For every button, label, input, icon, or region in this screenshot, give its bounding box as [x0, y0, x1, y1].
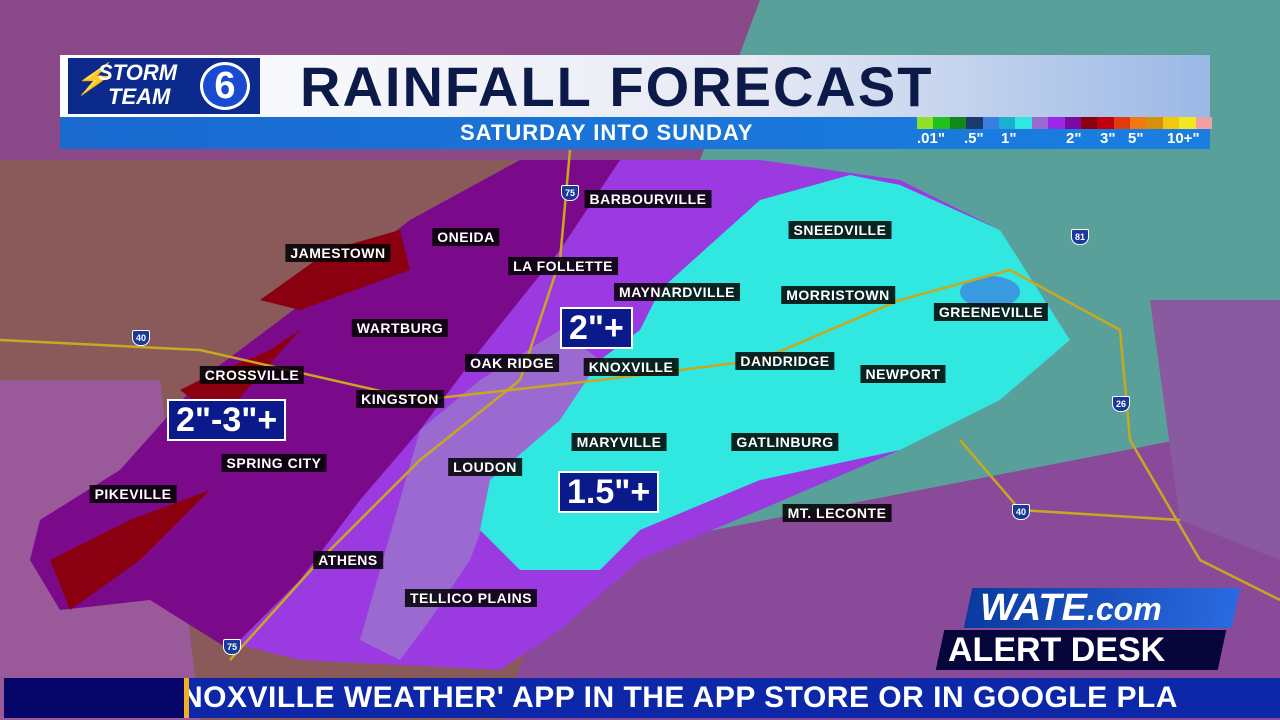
legend-swatch: [982, 117, 999, 129]
wate-com-text: .com: [1086, 591, 1162, 627]
amount-label: 1.5"+: [558, 471, 660, 513]
city-label: MARYVILLE: [571, 433, 667, 451]
legend-label: .01": [917, 130, 945, 147]
city-label: KNOXVILLE: [583, 358, 679, 376]
legend-swatch: [933, 117, 950, 129]
city-label: GREENEVILLE: [933, 303, 1049, 321]
ticker-label-block: [4, 678, 184, 718]
city-label: MT. LECONTE: [782, 504, 892, 522]
city-label: MAYNARDVILLE: [614, 283, 740, 301]
legend-swatch: [1162, 117, 1180, 129]
interstate-shield: 40: [132, 330, 150, 346]
city-label: BARBOURVILLE: [584, 190, 712, 208]
interstate-shield: 40: [1012, 504, 1030, 520]
amount-label: 2"-3"+: [167, 399, 287, 441]
interstate-shield: 26: [1112, 396, 1130, 412]
city-label: SPRING CITY: [221, 454, 327, 472]
amount-label: 2"+: [560, 307, 633, 349]
legend-swatch: [917, 117, 934, 129]
city-label: PIKEVILLE: [89, 485, 177, 503]
legend-swatch: [1031, 117, 1049, 129]
city-label: MORRISTOWN: [781, 286, 895, 304]
legend-swatch: [1015, 117, 1032, 129]
lightning-icon: ⚡: [74, 63, 112, 96]
city-label: ONEIDA: [432, 228, 500, 246]
wate-alert-desk-logo: WATE.com ALERT DESK: [935, 587, 1241, 672]
legend-label: 1": [1001, 130, 1017, 147]
city-label: WARTBURG: [351, 319, 449, 337]
subtitle: SATURDAY INTO SUNDAY: [460, 120, 754, 145]
city-label: NEWPORT: [860, 365, 946, 383]
city-label: ATHENS: [313, 551, 383, 569]
legend-labels: .01" .5" 1" 2" 3" 5" 10+": [917, 130, 1210, 148]
ticker-text: NOXVILLE WEATHER' APP IN THE APP STORE O…: [189, 681, 1178, 714]
legend-label: 3": [1100, 130, 1116, 147]
interstate-shield: 81: [1071, 229, 1089, 245]
wate-text: WATE: [980, 587, 1087, 629]
city-label: DANDRIDGE: [735, 352, 835, 370]
legend-label: 5": [1128, 130, 1144, 147]
city-label: LOUDON: [448, 458, 522, 476]
legend-label: 10+": [1167, 130, 1200, 147]
legend-label: 2": [1066, 130, 1082, 147]
legend-swatch: [966, 117, 983, 129]
rainfall-legend: [917, 117, 1213, 129]
legend-swatch: [1195, 117, 1213, 129]
city-label: GATLINBURG: [731, 433, 839, 451]
legend-swatch: [1080, 117, 1098, 129]
legend-swatch: [1048, 117, 1065, 129]
logo-number: 6: [200, 62, 250, 110]
rain-zone-3in: [30, 160, 620, 650]
logo-text-team: TEAM: [108, 84, 171, 109]
legend-swatch: [1146, 117, 1163, 129]
interstate-shield: 75: [223, 639, 241, 655]
city-label: CROSSVILLE: [199, 366, 305, 384]
interstate-shield: 75: [561, 185, 579, 201]
city-label: JAMESTOWN: [285, 244, 391, 262]
news-ticker: NOXVILLE WEATHER' APP IN THE APP STORE O…: [0, 678, 1280, 718]
page-title: RAINFALL FORECAST: [300, 55, 934, 118]
logo-text-storm: STORM: [98, 60, 178, 85]
ticker-body: NOXVILLE WEATHER' APP IN THE APP STORE O…: [189, 678, 1280, 718]
legend-swatch: [949, 117, 967, 129]
ticker-accent: [184, 678, 189, 718]
storm-team-6-logo: ⚡ STORM TEAM 6: [68, 58, 260, 114]
legend-swatch: [1130, 117, 1147, 129]
legend-label: .5": [964, 130, 984, 147]
legend-swatch: [1097, 117, 1114, 129]
city-label: LA FOLLETTE: [508, 257, 618, 275]
alert-desk-text: ALERT DESK: [948, 631, 1166, 669]
city-label: OAK RIDGE: [465, 354, 559, 372]
city-label: TELLICO PLAINS: [404, 589, 538, 607]
city-label: KINGSTON: [356, 390, 444, 408]
legend-swatch: [1113, 117, 1131, 129]
legend-swatch: [1064, 117, 1081, 129]
legend-swatch: [1179, 117, 1196, 129]
city-label: SNEEDVILLE: [788, 221, 892, 239]
legend-swatch: [998, 117, 1016, 129]
